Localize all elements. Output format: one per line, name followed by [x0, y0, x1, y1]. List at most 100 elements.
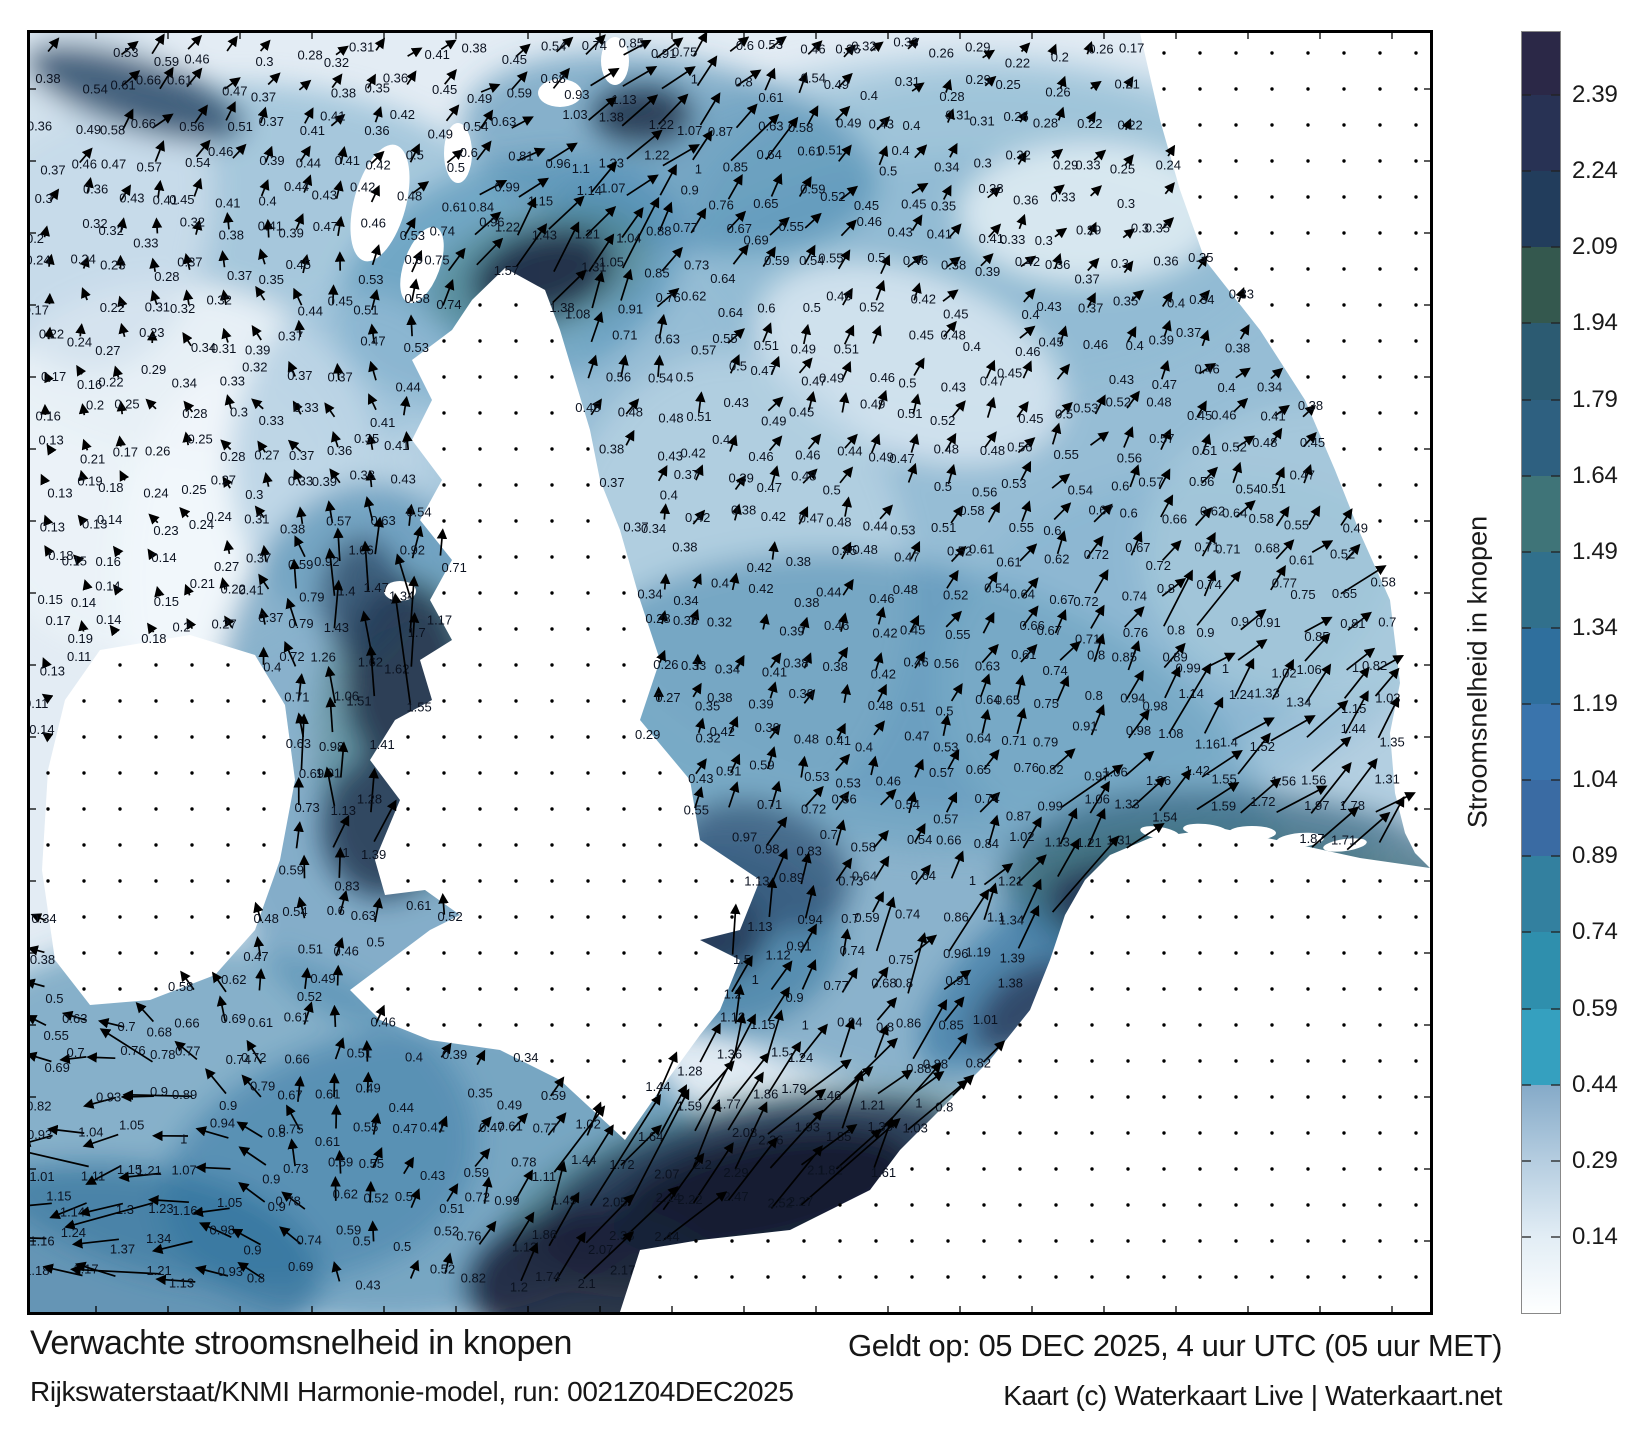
svg-text:0.98: 0.98	[1142, 699, 1167, 714]
svg-text:0.85: 0.85	[644, 266, 669, 281]
svg-text:0.77: 0.77	[533, 1121, 558, 1136]
svg-text:0.74: 0.74	[895, 907, 920, 922]
colorbar-tick	[1522, 322, 1531, 325]
colorbar-tick	[1551, 626, 1560, 629]
svg-text:0.42: 0.42	[365, 157, 390, 172]
svg-text:0.61: 0.61	[1289, 553, 1314, 568]
svg-text:1.12: 1.12	[765, 947, 790, 962]
svg-text:1.18: 1.18	[30, 1263, 49, 1278]
svg-text:0.45: 0.45	[502, 52, 527, 67]
svg-text:0.39: 0.39	[279, 226, 304, 241]
svg-text:0.37: 0.37	[623, 519, 648, 534]
svg-text:0.33: 0.33	[1050, 190, 1075, 205]
svg-text:0.7: 0.7	[118, 1019, 136, 1034]
svg-text:0.33: 0.33	[681, 658, 706, 673]
svg-text:0.59: 0.59	[749, 758, 774, 773]
svg-text:0.68: 0.68	[147, 1025, 172, 1040]
colorbar-tick-label: 0.44	[1572, 1070, 1618, 1098]
svg-text:0.52: 0.52	[820, 189, 845, 204]
svg-text:0.13: 0.13	[47, 486, 72, 501]
svg-text:0.52: 0.52	[947, 544, 972, 559]
svg-text:1.13: 1.13	[747, 919, 772, 934]
svg-text:1.26: 1.26	[311, 650, 336, 665]
svg-text:0.59: 0.59	[328, 1155, 353, 1170]
land-masses	[42, 33, 1430, 1312]
svg-text:0.38: 0.38	[731, 503, 756, 518]
svg-text:0.58: 0.58	[788, 120, 813, 135]
svg-text:0.4: 0.4	[1167, 296, 1185, 311]
svg-text:0.91: 0.91	[1255, 615, 1280, 630]
svg-text:1.79: 1.79	[781, 1081, 806, 1096]
svg-text:1.21: 1.21	[1076, 835, 1101, 850]
svg-text:0.42: 0.42	[685, 510, 710, 525]
svg-text:0.68: 0.68	[871, 976, 896, 991]
svg-text:0.41: 0.41	[1260, 409, 1285, 424]
svg-text:1.51: 1.51	[346, 694, 371, 709]
colorbar-tick	[1522, 626, 1531, 629]
svg-text:1.23: 1.23	[148, 1201, 173, 1216]
svg-text:0.56: 0.56	[1189, 474, 1214, 489]
land-outside-domain-ne	[1140, 33, 1430, 868]
svg-text:1.56: 1.56	[1301, 773, 1326, 788]
svg-text:1.16: 1.16	[1195, 737, 1220, 752]
svg-text:0.4: 0.4	[892, 143, 910, 158]
svg-text:0.24: 0.24	[71, 252, 96, 267]
colorbar-tick	[1551, 322, 1560, 325]
svg-text:0.29: 0.29	[1076, 222, 1101, 237]
svg-text:1.77: 1.77	[716, 1096, 741, 1111]
svg-text:0.51: 0.51	[818, 143, 843, 158]
svg-text:0.42: 0.42	[747, 560, 772, 575]
svg-text:0.72: 0.72	[801, 802, 826, 817]
svg-text:0.56: 0.56	[179, 119, 204, 134]
colorbar-tick	[1522, 1083, 1531, 1086]
svg-text:0.62: 0.62	[1200, 503, 1225, 518]
svg-text:0.4: 0.4	[405, 1049, 423, 1064]
svg-text:0.9: 0.9	[262, 1171, 280, 1186]
svg-text:0.47: 0.47	[392, 1121, 417, 1136]
svg-text:1.21: 1.21	[146, 1263, 171, 1278]
svg-text:0.35: 0.35	[467, 1086, 492, 1101]
svg-text:1.21: 1.21	[575, 227, 600, 242]
svg-text:0.56: 0.56	[934, 656, 959, 671]
colorbar-tick-label: 1.94	[1572, 309, 1618, 337]
svg-text:0.28: 0.28	[1033, 116, 1058, 131]
svg-text:0.45: 0.45	[789, 404, 814, 419]
svg-text:0.44: 0.44	[298, 304, 323, 319]
colorbar-tick	[1522, 398, 1531, 401]
svg-text:0.19: 0.19	[77, 473, 102, 488]
svg-text:0.48: 0.48	[853, 542, 878, 557]
svg-text:0.28: 0.28	[645, 611, 670, 626]
colorbar-segment	[1522, 247, 1560, 324]
svg-text:0.47: 0.47	[1290, 468, 1315, 483]
svg-text:0.35: 0.35	[1113, 294, 1138, 309]
svg-text:1.21: 1.21	[860, 1098, 885, 1113]
svg-text:0.43: 0.43	[1109, 372, 1134, 387]
svg-text:0.4: 0.4	[1217, 380, 1235, 395]
svg-text:0.74: 0.74	[582, 38, 607, 53]
svg-text:1.87: 1.87	[1299, 831, 1324, 846]
colorbar-tick-label: 0.59	[1572, 994, 1618, 1022]
svg-text:0.36: 0.36	[1153, 254, 1178, 269]
svg-text:0.83: 0.83	[797, 843, 822, 858]
svg-text:0.94: 0.94	[210, 1116, 235, 1131]
colorbar-tick	[1551, 1235, 1560, 1238]
svg-text:0.41: 0.41	[300, 123, 325, 138]
svg-text:0.54: 0.54	[406, 505, 431, 520]
svg-text:1.4: 1.4	[337, 583, 355, 598]
svg-text:0.3: 0.3	[1117, 196, 1135, 211]
colorbar-segment	[1522, 704, 1560, 781]
svg-text:0.33: 0.33	[293, 400, 318, 415]
svg-text:0.43: 0.43	[119, 191, 144, 206]
svg-text:0.32: 0.32	[242, 359, 267, 374]
svg-text:1.3: 1.3	[116, 1202, 134, 1217]
svg-text:0.66: 0.66	[1162, 511, 1187, 526]
svg-text:0.2: 0.2	[172, 619, 190, 634]
svg-text:0.4: 0.4	[855, 739, 873, 754]
svg-text:0.79: 0.79	[1033, 734, 1058, 749]
svg-text:0.89: 0.89	[172, 1087, 197, 1102]
svg-text:0.45: 0.45	[432, 82, 457, 97]
svg-text:0.42: 0.42	[761, 509, 786, 524]
svg-text:0.5: 0.5	[45, 991, 63, 1006]
svg-text:0.73: 0.73	[838, 873, 863, 888]
svg-text:0.98: 0.98	[1126, 723, 1151, 738]
